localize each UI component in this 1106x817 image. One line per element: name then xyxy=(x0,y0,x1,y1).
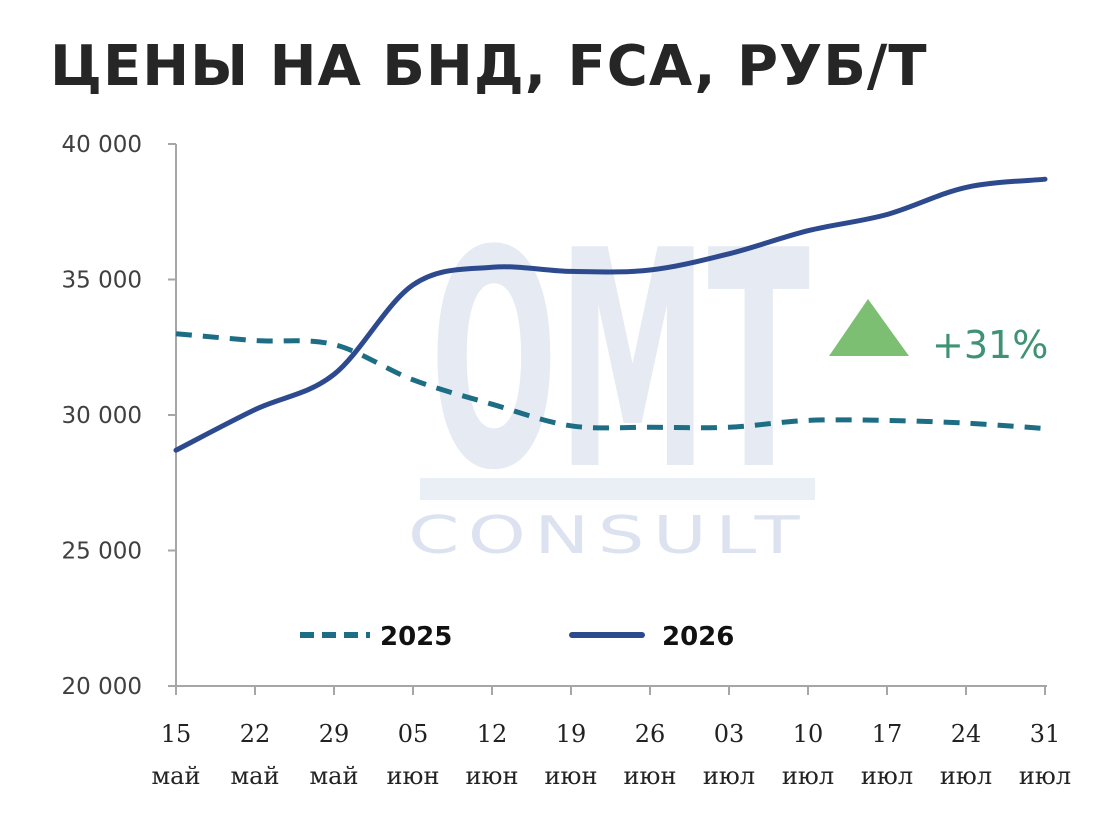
x-tick-label-day: 10 xyxy=(793,720,824,748)
x-tick-label-month: июл xyxy=(861,762,913,790)
x-tick-label-month: май xyxy=(231,762,280,790)
x-tick-label-day: 05 xyxy=(398,720,429,748)
watermark-text-small: CONSULT xyxy=(408,506,808,566)
legend-label-2025: 2025 xyxy=(380,622,452,652)
x-tick-label-day: 15 xyxy=(161,720,192,748)
x-tick-label-month: июн xyxy=(387,762,440,790)
x-tick-label-day: 03 xyxy=(714,720,745,748)
y-tick-label: 30 000 xyxy=(62,403,142,429)
x-tick-label-day: 24 xyxy=(951,720,982,748)
chart-title: ЦЕНЫ НА БНД, FCA, РУБ/Т xyxy=(50,34,928,99)
y-tick-label: 35 000 xyxy=(62,268,142,294)
x-tick-label-month: июн xyxy=(466,762,519,790)
series-line-2025 xyxy=(175,331,1046,432)
triangle-up-icon xyxy=(829,299,909,356)
x-tick-label-month: июн xyxy=(624,762,677,790)
x-tick-label-day: 19 xyxy=(556,720,587,748)
growth-annotation: +31% xyxy=(829,299,1048,367)
x-tick-label-day: 22 xyxy=(240,720,271,748)
x-tick-label-month: май xyxy=(152,762,201,790)
chart-legend: 2025 2026 xyxy=(300,622,734,652)
x-tick-label-day: 31 xyxy=(1030,720,1061,748)
x-tick-label-month: июл xyxy=(782,762,834,790)
x-tick-label-month: июл xyxy=(703,762,755,790)
y-tick-label: 20 000 xyxy=(62,674,142,700)
watermark-stripe xyxy=(420,478,815,500)
series-line-2026 xyxy=(173,176,1048,453)
series-layer xyxy=(173,176,1048,453)
x-tick-label-month: июл xyxy=(940,762,992,790)
chart-axes: 20 000 25 000 30 000 35 000 40 000 15 май 22 май… xyxy=(62,132,1072,790)
legend-label-2026: 2026 xyxy=(662,622,734,652)
x-tick-label-day: 26 xyxy=(635,720,666,748)
y-tick-label: 25 000 xyxy=(62,539,142,565)
x-tick-label-day: 29 xyxy=(319,720,350,748)
x-tick-label-month: июл xyxy=(1019,762,1071,790)
y-tick-label: 40 000 xyxy=(62,132,142,158)
growth-label: +31% xyxy=(932,323,1048,367)
x-tick-label-day: 12 xyxy=(477,720,508,748)
x-tick-label-day: 17 xyxy=(872,720,903,748)
watermark-text-big: OMT xyxy=(430,187,811,536)
x-tick-label-month: май xyxy=(310,762,359,790)
x-tick-label-month: июн xyxy=(545,762,598,790)
